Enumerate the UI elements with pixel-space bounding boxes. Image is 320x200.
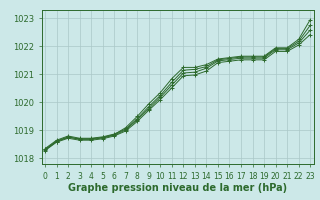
- X-axis label: Graphe pression niveau de la mer (hPa): Graphe pression niveau de la mer (hPa): [68, 183, 287, 193]
